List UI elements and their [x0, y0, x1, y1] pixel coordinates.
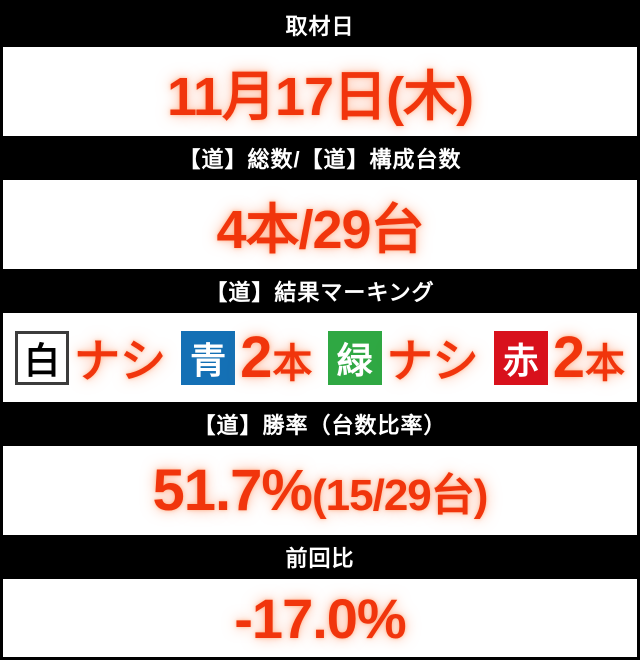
marking-row: 白 ナシ 青 2 本 緑 ナシ 赤 2 本 [3, 313, 637, 402]
win-rate-value: 51.7% (15/29台) [152, 457, 489, 524]
green-chip-result-text: ナシ [386, 334, 479, 387]
section-header-total: 【道】総数/【道】構成台数 [3, 136, 637, 180]
section-header-marking-label: 【道】結果マーキング [205, 280, 435, 305]
blue-chip-result: 2 本 [240, 324, 312, 391]
section-value-prev-diff: -17.0% [3, 579, 637, 657]
section-header-prev-diff-label: 前回比 [285, 546, 355, 571]
section-value-win-rate: 51.7% (15/29台) [3, 446, 637, 535]
section-header-win-rate-label: 【道】勝率（台数比率） [193, 413, 447, 438]
blue-chip-result-unit: 本 [272, 342, 313, 386]
marking-item-white: 白 ナシ [15, 325, 166, 391]
green-chip-result: ナシ [387, 325, 479, 391]
green-chip: 緑 [327, 330, 382, 385]
total-value: 4本/29台 [216, 200, 424, 260]
white-chip-result: ナシ [74, 325, 166, 391]
date-value: 11月17日(木) [166, 67, 474, 127]
section-value-total: 4本/29台 [3, 180, 637, 269]
white-chip: 白 [15, 330, 69, 385]
marking-item-green: 緑 ナシ [327, 325, 479, 391]
white-chip-result-text: ナシ [74, 334, 166, 387]
red-chip: 赤 [493, 330, 548, 385]
section-header-date: 取材日 [3, 3, 637, 47]
section-header-date-label: 取材日 [285, 14, 355, 39]
prev-diff-value: -17.0% [234, 586, 406, 650]
win-rate-detail: (15/29台) [312, 471, 488, 520]
section-header-win-rate: 【道】勝率（台数比率） [3, 402, 637, 446]
red-chip-result: 2 本 [553, 324, 625, 391]
red-chip-result-text: 2 [552, 325, 585, 390]
section-value-date: 11月17日(木) [3, 47, 637, 136]
marking-item-red: 赤 2 本 [493, 324, 625, 391]
section-header-marking: 【道】結果マーキング [3, 269, 637, 313]
section-header-total-label: 【道】総数/【道】構成台数 [178, 147, 462, 172]
blue-chip: 青 [181, 330, 236, 385]
blue-chip-result-text: 2 [240, 325, 273, 390]
section-header-prev-diff: 前回比 [3, 535, 637, 579]
marking-item-blue: 青 2 本 [181, 324, 312, 391]
red-chip-result-unit: 本 [585, 342, 625, 386]
win-rate-percent: 51.7% [152, 458, 313, 523]
